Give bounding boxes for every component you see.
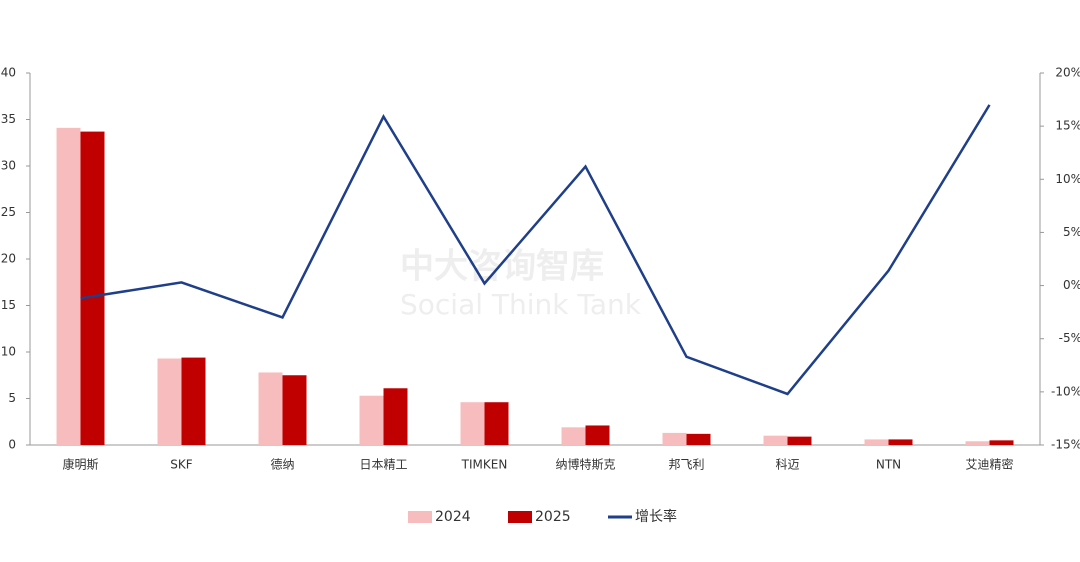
bar xyxy=(864,439,889,445)
bar xyxy=(585,425,610,445)
legend-label: 2024 xyxy=(435,509,471,525)
watermark: 中大咨询智库 xyxy=(400,247,604,287)
y-tick-label: 10 xyxy=(1,345,16,359)
y-tick-label: 40 xyxy=(1,66,16,80)
x-tick-label: 邦飞利 xyxy=(668,458,704,472)
y-tick-label: 25 xyxy=(1,205,16,219)
y-tick-label: 35 xyxy=(1,112,16,126)
watermark: Social Think Tank xyxy=(400,288,642,321)
bar xyxy=(258,372,283,445)
y2-tick-label: -5% xyxy=(1059,331,1080,345)
bar xyxy=(80,131,105,445)
x-tick-label: 日本精工 xyxy=(359,458,407,472)
bar xyxy=(484,402,509,445)
y2-tick-label: 5% xyxy=(1063,225,1080,239)
bar xyxy=(888,439,913,445)
bar xyxy=(282,375,307,445)
y2-tick-label: 20% xyxy=(1055,66,1080,80)
y-tick-label: 30 xyxy=(1,159,16,173)
bar xyxy=(965,441,990,445)
y-tick-label: 5 xyxy=(8,391,16,405)
y2-tick-label: -15% xyxy=(1051,438,1080,452)
y-tick-label: 20 xyxy=(1,252,16,266)
y2-tick-label: 15% xyxy=(1055,119,1080,133)
bar xyxy=(359,395,384,445)
bar xyxy=(989,440,1014,445)
legend-swatch xyxy=(508,511,532,523)
bar xyxy=(383,388,408,445)
legend-label: 增长率 xyxy=(635,508,677,525)
x-tick-label: NTN xyxy=(876,458,901,472)
legend-label: 2025 xyxy=(535,509,571,525)
bar xyxy=(181,357,206,445)
bar xyxy=(662,432,687,445)
bar xyxy=(787,436,812,445)
y2-tick-label: -10% xyxy=(1051,384,1080,398)
bar xyxy=(561,427,586,445)
bar xyxy=(157,358,182,445)
y2-tick-label: 0% xyxy=(1063,278,1080,292)
x-tick-label: 纳博特斯克 xyxy=(555,457,615,472)
x-tick-label: 科迈 xyxy=(775,458,799,472)
y-tick-label: 15 xyxy=(1,298,16,312)
x-tick-label: 艾迪精密 xyxy=(965,457,1013,472)
y2-tick-label: 10% xyxy=(1055,172,1080,186)
x-tick-label: 康明斯 xyxy=(62,457,98,472)
bar xyxy=(460,402,485,445)
growth-line xyxy=(80,104,991,396)
x-tick-label: TIMKEN xyxy=(461,458,508,472)
x-tick-label: 德纳 xyxy=(270,457,294,472)
y-tick-label: 0 xyxy=(8,438,16,452)
bar xyxy=(56,127,81,446)
bar xyxy=(763,435,788,445)
bar xyxy=(686,433,711,445)
legend-swatch xyxy=(408,511,432,523)
x-tick-label: SKF xyxy=(170,458,192,472)
